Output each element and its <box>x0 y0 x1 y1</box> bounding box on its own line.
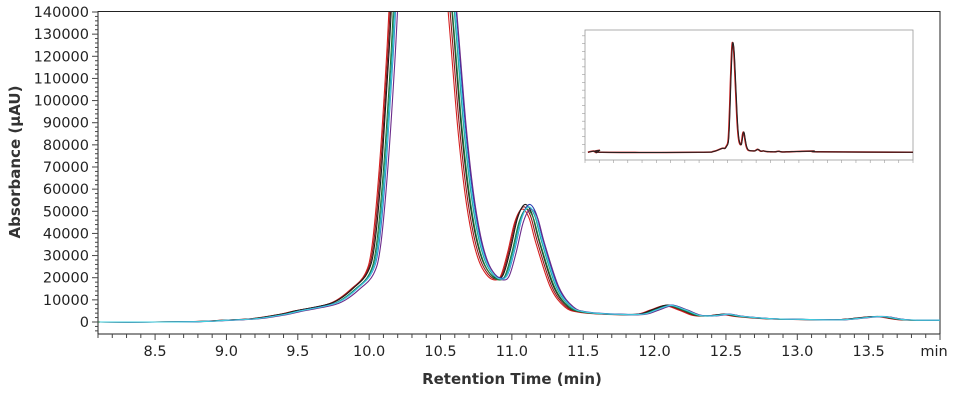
y-tick-label: 20000 <box>43 271 89 287</box>
y-tick-label: 70000 <box>43 160 89 176</box>
x-tick-label: 13.5 <box>852 344 884 360</box>
y-tick-label: 140000 <box>34 5 89 21</box>
x-tick-label: 11.0 <box>496 344 528 360</box>
y-tick-label: 90000 <box>43 116 89 132</box>
inset-overview-chart <box>582 29 914 163</box>
y-tick-label: 0 <box>80 315 89 331</box>
y-tick-label: 110000 <box>34 71 89 87</box>
x-tick-label: 13.0 <box>781 344 813 360</box>
y-axis: 0 10000 20000 30000 40000 50000 60000 70000 8000… <box>34 5 98 332</box>
x-axis-title: Retention Time (min) <box>422 370 602 388</box>
y-tick-label: 50000 <box>43 204 89 220</box>
x-tick-label: 10.0 <box>353 344 385 360</box>
y-tick-label: 100000 <box>34 94 89 110</box>
inset-frame <box>584 29 914 161</box>
x-axis-unit: min <box>920 344 947 360</box>
y-tick-label: 40000 <box>43 226 89 242</box>
x-tick-label: 9.0 <box>215 344 238 360</box>
trace-line <box>100 12 940 323</box>
y-axis-title: Absorbance (µAU) <box>6 86 24 239</box>
x-tick-label: 9.5 <box>286 344 309 360</box>
traces <box>98 12 940 323</box>
x-tick-label: 10.5 <box>424 344 456 360</box>
y-tick-label: 10000 <box>43 293 89 309</box>
y-tick-label: 30000 <box>43 249 89 265</box>
x-axis: 8.5 9.0 9.5 10.0 10.5 11.0 11.5 12.0 12.5 13.0 13.… <box>97 334 941 360</box>
x-tick-label: 12.5 <box>710 344 742 360</box>
y-tick-label: 60000 <box>43 182 89 198</box>
y-tick-label: 130000 <box>34 27 89 43</box>
x-tick-label: 8.5 <box>144 344 167 360</box>
y-tick-label: 80000 <box>43 138 89 154</box>
x-tick-label: 12.0 <box>638 344 670 360</box>
x-tick-label: 11.5 <box>567 344 599 360</box>
inset-trace-line <box>588 42 913 154</box>
y-tick-label: 120000 <box>34 49 89 65</box>
